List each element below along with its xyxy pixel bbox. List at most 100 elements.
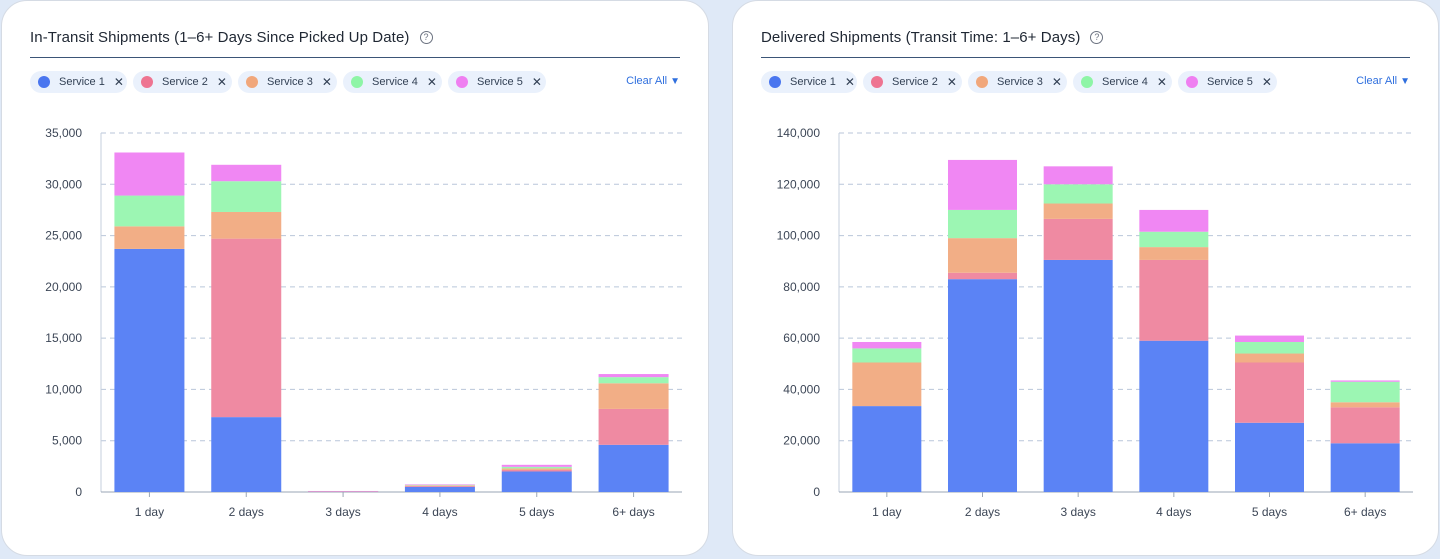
- legend-label: Service 3: [267, 76, 313, 88]
- y-tick-label: 20,000: [45, 280, 82, 294]
- bar-service-1-5-days: [1235, 422, 1304, 492]
- y-tick-label: 10,000: [45, 382, 82, 396]
- bar-service-2-4-days: [404, 485, 475, 487]
- legend-chip-service-1[interactable]: Service 1 ✕: [30, 71, 127, 93]
- in-transit-panel: In-Transit Shipments (1–6+ Days Since Pi…: [1, 0, 709, 556]
- bar-service-5-5-days: [501, 464, 572, 467]
- legend-chip-service-3[interactable]: Service 3 ✕: [968, 71, 1067, 93]
- remove-filter-icon[interactable]: ✕: [426, 75, 437, 89]
- bar-service-1-5-days: [501, 471, 572, 492]
- x-tick-label: 1 day: [872, 505, 901, 519]
- bar-service-4-4-days: [1139, 231, 1209, 248]
- title-divider: [761, 57, 1410, 58]
- service-4-color-icon: [1081, 76, 1093, 88]
- bar-service-4-6-days: [1330, 381, 1400, 403]
- y-tick-label: 60,000: [783, 331, 820, 345]
- caret-down-icon: ▼: [670, 76, 680, 87]
- bar-service-4-5-days: [501, 466, 572, 469]
- remove-filter-icon[interactable]: ✕: [113, 75, 124, 89]
- y-tick-label: 0: [813, 485, 820, 499]
- bar-service-4-2-days: [211, 181, 282, 212]
- bar-service-3-1-day: [114, 226, 185, 249]
- legend-label: Service 5: [1207, 76, 1253, 88]
- legend-chip-service-1[interactable]: Service 1 ✕: [761, 71, 857, 93]
- panel-title-text: Delivered Shipments (Transit Time: 1–6+ …: [761, 29, 1081, 46]
- legend-chip-service-2[interactable]: Service 2 ✕: [863, 71, 962, 93]
- remove-filter-icon[interactable]: ✕: [1261, 75, 1272, 89]
- bar-service-5-2-days: [948, 159, 1017, 210]
- remove-filter-icon[interactable]: ✕: [844, 75, 855, 89]
- remove-filter-icon[interactable]: ✕: [1156, 75, 1167, 89]
- bar-service-1-4-days: [1139, 340, 1209, 492]
- remove-filter-icon[interactable]: ✕: [321, 75, 332, 89]
- bar-service-3-4-days: [404, 485, 475, 486]
- clear-all-label: Clear All: [1356, 75, 1398, 87]
- service-4-color-icon: [351, 76, 363, 88]
- clear-all-button[interactable]: Clear All ▼: [626, 75, 680, 87]
- service-5-color-icon: [456, 76, 468, 88]
- legend-chip-service-5[interactable]: Service 5 ✕: [448, 71, 546, 93]
- x-tick-label: 6+ days: [612, 505, 654, 519]
- service-5-color-icon: [1186, 76, 1198, 88]
- y-tick-label: 15,000: [45, 331, 82, 345]
- y-tick-label: 40,000: [783, 382, 820, 396]
- bar-service-2-6-days: [598, 408, 669, 445]
- bar-service-3-1-day: [852, 362, 922, 407]
- bar-service-3-5-days: [501, 468, 572, 470]
- x-tick-label: 2 days: [229, 505, 264, 519]
- bar-service-2-6-days: [1330, 407, 1400, 444]
- legend-chip-service-4[interactable]: Service 4 ✕: [343, 71, 442, 93]
- title-divider: [30, 57, 680, 58]
- in-transit-bar-chart: 0 5,000 10,000 15,000 20,000 25,000 30,000 35,0…: [45, 126, 682, 519]
- bar-service-5-4-days: [404, 484, 475, 485]
- bar-service-5-3-days: [1043, 166, 1113, 185]
- y-tick-label: 35,000: [45, 126, 82, 140]
- delivered-panel: Delivered Shipments (Transit Time: 1–6+ …: [732, 0, 1439, 556]
- bar-service-3-5-days: [1235, 353, 1304, 363]
- legend-chip-service-3[interactable]: Service 3 ✕: [238, 71, 337, 93]
- bar-service-5-6-days: [598, 374, 669, 378]
- legend-chip-service-4[interactable]: Service 4 ✕: [1073, 71, 1172, 93]
- legend-label: Service 4: [372, 76, 418, 88]
- x-tick-label: 4 days: [1156, 505, 1191, 519]
- x-tick-label: 3 days: [1060, 505, 1095, 519]
- remove-filter-icon[interactable]: ✕: [1051, 75, 1062, 89]
- bar-service-3-2-days: [948, 238, 1017, 273]
- legend-chip-service-2[interactable]: Service 2 ✕: [133, 71, 232, 93]
- legend-label: Service 3: [997, 76, 1043, 88]
- bar-service-5-3-days: [308, 490, 379, 492]
- legend-label: Service 5: [477, 76, 523, 88]
- bar-service-4-3-days: [1043, 184, 1113, 204]
- x-tick-label: 5 days: [519, 505, 554, 519]
- y-tick-label: 80,000: [783, 280, 820, 294]
- remove-filter-icon[interactable]: ✕: [531, 75, 542, 89]
- bar-service-5-6-days: [1330, 380, 1400, 382]
- y-tick-label: 140,000: [777, 126, 821, 140]
- clear-all-button[interactable]: Clear All ▼: [1356, 75, 1410, 87]
- remove-filter-icon[interactable]: ✕: [216, 75, 227, 89]
- legend-chip-service-5[interactable]: Service 5 ✕: [1178, 71, 1277, 93]
- y-tick-label: 100,000: [777, 229, 821, 243]
- legend-label: Service 1: [59, 76, 105, 88]
- clear-all-label: Clear All: [626, 75, 668, 87]
- bar-service-2-5-days: [501, 469, 572, 472]
- help-icon[interactable]: ?: [419, 31, 433, 44]
- bar-service-2-2-days: [948, 272, 1017, 280]
- bar-service-3-6-days: [598, 383, 669, 409]
- panel-title-text: In-Transit Shipments (1–6+ Days Since Pi…: [30, 29, 410, 46]
- service-1-color-icon: [769, 76, 781, 88]
- bar-service-1-2-days: [211, 417, 282, 492]
- service-2-color-icon: [871, 76, 883, 88]
- legend: Service 1 ✕ Service 2 ✕ Service 3 ✕ Serv…: [30, 71, 680, 93]
- help-icon[interactable]: ?: [1090, 31, 1104, 44]
- remove-filter-icon[interactable]: ✕: [946, 75, 957, 89]
- bar-service-1-1-day: [114, 248, 185, 492]
- bar-service-2-3-days: [1043, 218, 1113, 260]
- bar-service-4-1-day: [114, 195, 185, 227]
- y-tick-label: 30,000: [45, 177, 82, 191]
- panel-title: Delivered Shipments (Transit Time: 1–6+ …: [761, 29, 1104, 46]
- legend-label: Service 2: [892, 76, 938, 88]
- legend-label: Service 2: [162, 76, 208, 88]
- y-tick-label: 0: [75, 485, 82, 499]
- bar-service-2-5-days: [1235, 362, 1304, 423]
